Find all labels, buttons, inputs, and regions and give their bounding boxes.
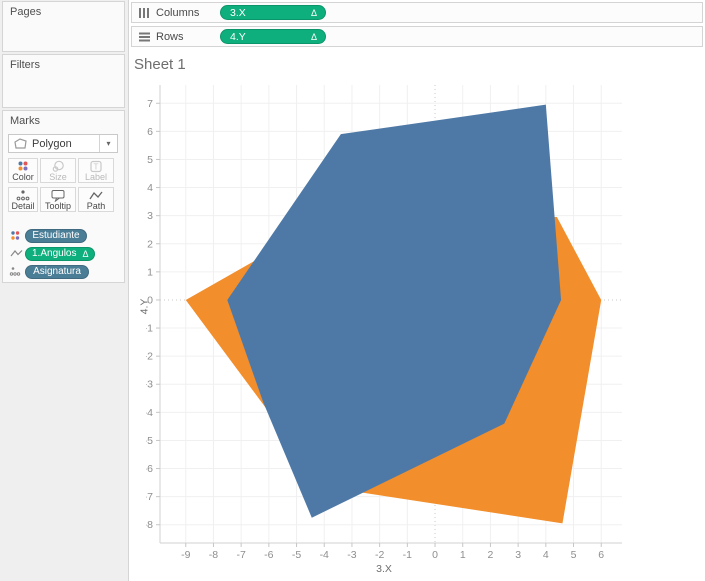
label-icon: T <box>90 160 102 173</box>
path-button[interactable]: Path <box>78 187 114 212</box>
mark-type-dropdown[interactable]: Polygon ▾ <box>8 134 118 153</box>
y-tick-label: 4 <box>147 182 153 194</box>
sheet-title[interactable]: Sheet 1 <box>134 56 186 73</box>
x-tick-label: -4 <box>320 549 329 561</box>
filters-label: Filters <box>10 59 40 71</box>
y-tick-label: -2 <box>146 351 153 363</box>
y-tick-label: -3 <box>146 379 153 391</box>
y-tick-label: -6 <box>146 463 153 475</box>
pages-shelf[interactable]: Pages <box>2 1 125 52</box>
y-axis-title: 4.Y <box>138 298 151 315</box>
x-tick-label: 5 <box>571 549 577 561</box>
mark-pill-row: Estudiante <box>8 228 87 243</box>
x-tick-label: 1 <box>460 549 466 561</box>
marks-card: Marks Polygon ▾ Color <box>2 110 125 283</box>
x-tick-label: -1 <box>403 549 412 561</box>
color-button[interactable]: Color <box>8 158 38 183</box>
x-tick-label: 0 <box>432 549 438 561</box>
y-tick-label: -4 <box>146 407 153 419</box>
x-tick-label: -6 <box>264 549 273 561</box>
detail-button-label: Detail <box>11 201 35 211</box>
x-tick-label: -7 <box>236 549 245 561</box>
x-tick-label: -5 <box>292 549 301 561</box>
color-icon <box>18 161 28 171</box>
pages-label: Pages <box>10 6 42 18</box>
pill-estudiante-label: Estudiante <box>32 230 80 241</box>
y-tick-label: 3 <box>147 210 153 222</box>
marks-label: Marks <box>10 115 40 127</box>
x-tick-label: -3 <box>347 549 356 561</box>
pill-x-label: 3.X <box>230 6 246 19</box>
delta-icon: Δ <box>82 248 89 259</box>
shelf-area: Columns 3.X Δ Rows 4.Y Δ <box>129 0 705 53</box>
size-button[interactable]: Size <box>40 158 76 183</box>
path-icon <box>10 250 23 257</box>
y-tick-label: 1 <box>147 266 153 278</box>
pill-asignatura[interactable]: Asignatura <box>25 264 89 279</box>
y-tick-label: 2 <box>147 238 153 250</box>
side-panel: Pages Filters Marks Polygon ▾ Color <box>0 0 128 581</box>
tooltip-button-label: Tooltip <box>44 201 71 211</box>
pill-asignatura-label: Asignatura <box>33 266 81 277</box>
x-axis-title: 3.X <box>376 563 392 575</box>
y-tick-label: 5 <box>147 154 153 166</box>
blue-polygon[interactable] <box>227 104 562 518</box>
columns-label: Columns <box>156 6 200 19</box>
worksheet: Sheet 1 -9-8-7-6-5-4-3-2-10123456-8-7-6-… <box>129 48 705 581</box>
pill-angulos-label: 1.Angulos <box>32 248 77 259</box>
y-tick-label: 7 <box>147 98 153 110</box>
rows-icon <box>139 32 150 41</box>
columns-icon <box>139 7 149 18</box>
x-tick-label: 2 <box>488 549 494 561</box>
size-icon <box>52 160 64 172</box>
x-tick-label: 6 <box>598 549 604 561</box>
mark-type-value: Polygon <box>32 137 72 150</box>
detail-button[interactable]: Detail <box>8 187 38 212</box>
pill-y-label: 4.Y <box>230 30 246 43</box>
tooltip-button[interactable]: Tooltip <box>40 187 76 212</box>
x-tick-label: -9 <box>181 549 190 561</box>
chevron-down-icon[interactable]: ▾ <box>99 135 117 152</box>
pill-y[interactable]: 4.Y Δ <box>220 29 326 44</box>
path-button-label: Path <box>86 201 106 211</box>
y-tick-label: 0 <box>147 294 153 306</box>
y-tick-label: -5 <box>146 435 153 447</box>
x-tick-label: -8 <box>209 549 218 561</box>
rows-shelf[interactable]: Rows 4.Y Δ <box>131 26 703 47</box>
panel-divider <box>128 0 129 581</box>
delta-icon: Δ <box>310 7 317 18</box>
y-tick-label: -7 <box>146 491 153 503</box>
tooltip-icon <box>51 190 65 202</box>
mark-pill-row: Asignatura <box>8 264 89 279</box>
filters-shelf[interactable]: Filters <box>2 54 125 108</box>
x-tick-label: 3 <box>515 549 521 561</box>
polygon-plot: -9 -8 -7 -6 -5 -4 -3 -2 -1 0 1 2 3 4 5 6 -8 -7 -6 -5 -4 -3 -2 -… <box>146 85 622 561</box>
columns-shelf[interactable]: Columns 3.X Δ <box>131 2 703 23</box>
y-tick-label: -8 <box>146 519 153 531</box>
color-icon <box>11 231 20 240</box>
path-icon <box>89 191 103 200</box>
svg-text:T: T <box>94 163 99 172</box>
pill-x[interactable]: 3.X Δ <box>220 5 326 20</box>
color-button-label: Color <box>12 172 34 182</box>
rows-label: Rows <box>156 30 184 43</box>
pill-estudiante[interactable]: Estudiante <box>25 228 87 243</box>
delta-icon: Δ <box>310 31 317 42</box>
x-tick-label: -2 <box>375 549 384 561</box>
label-button[interactable]: T Label <box>78 158 114 183</box>
y-tick-label: 6 <box>147 126 153 138</box>
x-tick-label: 4 <box>543 549 549 561</box>
pill-angulos[interactable]: 1.Angulos Δ <box>25 246 95 261</box>
detail-icon <box>16 190 30 201</box>
y-tick-label: -1 <box>146 323 153 335</box>
polygon-mark-icon <box>14 137 27 149</box>
label-button-label: Label <box>84 172 108 182</box>
mark-pill-row: 1.Angulos Δ <box>8 246 95 261</box>
size-button-label: Size <box>49 172 67 182</box>
detail-icon <box>9 267 21 276</box>
